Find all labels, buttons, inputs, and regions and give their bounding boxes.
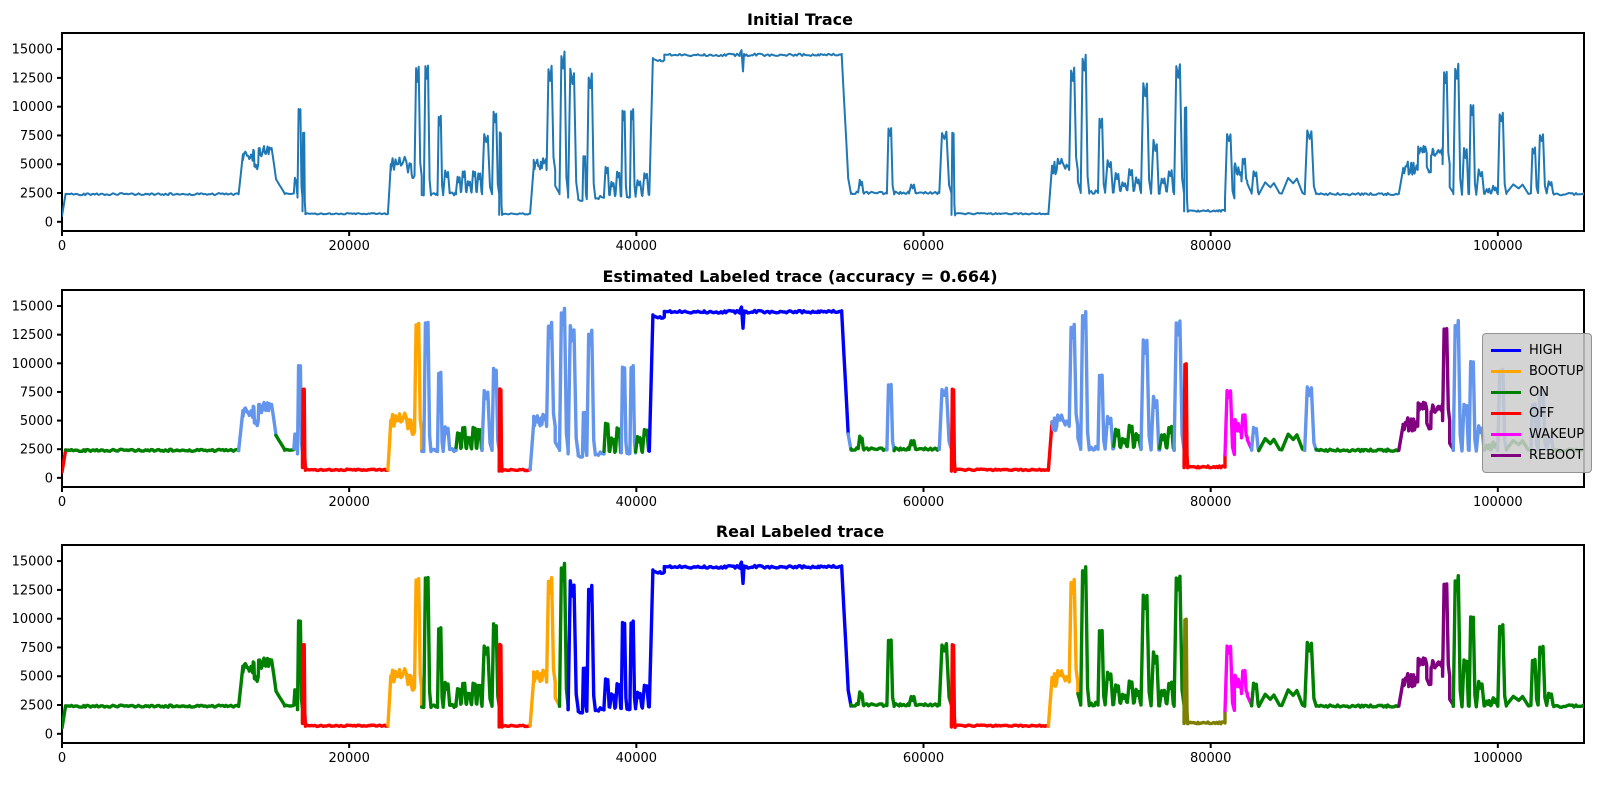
legend-label: ON xyxy=(1529,385,1549,400)
y-tick-label: 10000 xyxy=(12,357,53,372)
y-tick-label: 7500 xyxy=(20,641,53,656)
legend-item-wakeup: WAKEUP xyxy=(1491,424,1585,445)
y-tick-label: 2500 xyxy=(20,699,53,714)
y-tick-label: 7500 xyxy=(20,385,53,400)
y-tick-label: 12500 xyxy=(12,328,53,343)
x-tick-label: 40000 xyxy=(616,751,657,766)
x-tick-label: 20000 xyxy=(328,751,369,766)
y-tick-label: 2500 xyxy=(20,187,53,202)
y-tick-label: 2500 xyxy=(20,443,53,458)
chart-title-initial: Initial Trace xyxy=(747,10,853,29)
x-tick-label: 100000 xyxy=(1473,239,1523,254)
y-tick-label: 0 xyxy=(45,471,53,486)
x-tick-label: 0 xyxy=(58,495,66,510)
x-tick-label: 60000 xyxy=(903,495,944,510)
x-tick-label: 40000 xyxy=(616,239,657,254)
y-tick-label: 5000 xyxy=(20,158,53,173)
y-tick-label: 10000 xyxy=(12,100,53,115)
legend-swatch-on xyxy=(1491,391,1521,394)
legend-item-on: ON xyxy=(1491,382,1585,403)
y-tick-label: 15000 xyxy=(12,43,53,58)
axes: 0 20000 40000 60000 80000 100000 0 2500 5000 7500… xyxy=(12,32,1585,254)
y-tick-label: 0 xyxy=(45,727,53,742)
y-tick-label: 12500 xyxy=(12,583,53,598)
legend-swatch-reboot xyxy=(1491,454,1521,457)
x-tick-label: 40000 xyxy=(616,495,657,510)
y-tick-label: 5000 xyxy=(20,670,53,685)
x-tick-label: 100000 xyxy=(1473,495,1523,510)
axes: 0 20000 40000 60000 80000 100000 0 2500 5000 7500… xyxy=(12,544,1585,766)
legend-label: REBOOT xyxy=(1529,448,1584,463)
y-tick-label: 5000 xyxy=(20,414,53,429)
y-tick-label: 0 xyxy=(45,215,53,230)
x-tick-label: 80000 xyxy=(1190,751,1231,766)
chart-title-real: Real Labeled trace xyxy=(715,522,885,541)
x-tick-label: 80000 xyxy=(1190,495,1231,510)
x-tick-label: 60000 xyxy=(903,751,944,766)
legend-label: HIGH xyxy=(1529,343,1563,358)
legend-item-bootup: BOOTUP xyxy=(1491,361,1585,382)
x-tick-label: 100000 xyxy=(1473,751,1523,766)
legend-label: OFF xyxy=(1529,406,1555,421)
legend: HIGH BOOTUP ON OFF WAKEUP REBOOT xyxy=(1482,333,1592,473)
legend-item-high: HIGH xyxy=(1491,340,1585,361)
legend-swatch-bootup xyxy=(1491,370,1521,373)
labeled-trace-lines xyxy=(62,305,1584,474)
x-tick-label: 20000 xyxy=(328,495,369,510)
x-tick-label: 0 xyxy=(58,751,66,766)
legend-swatch-off xyxy=(1491,412,1521,415)
y-tick-label: 12500 xyxy=(12,71,53,86)
legend-item-reboot: REBOOT xyxy=(1491,445,1585,466)
labeled-trace-lines xyxy=(62,560,1584,730)
y-tick-label: 15000 xyxy=(12,555,53,570)
x-tick-label: 0 xyxy=(58,239,66,254)
legend-swatch-high xyxy=(1491,349,1521,352)
trace-line xyxy=(62,49,1584,217)
y-tick-label: 15000 xyxy=(12,300,53,315)
y-tick-label: 7500 xyxy=(20,129,53,144)
x-tick-label: 80000 xyxy=(1190,239,1231,254)
chart-title-estimated: Estimated Labeled trace (accuracy = 0.66… xyxy=(602,267,998,286)
legend-item-off: OFF xyxy=(1491,403,1585,424)
legend-label: WAKEUP xyxy=(1529,427,1585,442)
x-tick-label: 60000 xyxy=(903,239,944,254)
y-tick-label: 10000 xyxy=(12,612,53,627)
legend-swatch-wakeup xyxy=(1491,433,1521,436)
x-tick-label: 20000 xyxy=(328,239,369,254)
legend-label: BOOTUP xyxy=(1529,364,1584,379)
